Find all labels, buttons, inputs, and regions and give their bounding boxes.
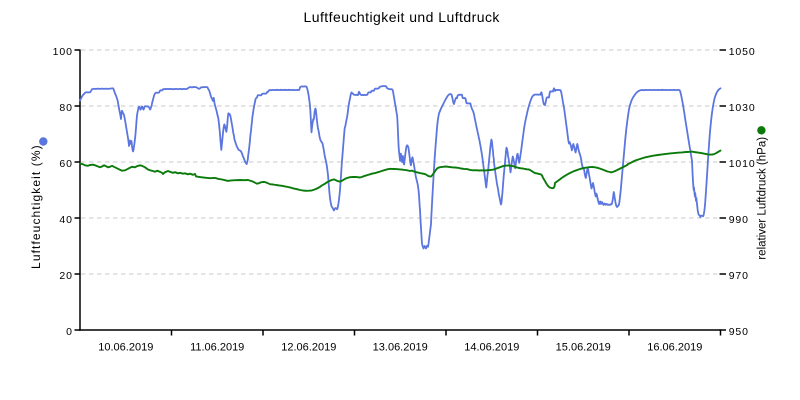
svg-text:40: 40 — [59, 214, 72, 226]
svg-text:Luftfeuchtigkeit und Luftdruck: Luftfeuchtigkeit und Luftdruck — [303, 9, 500, 25]
svg-text:60: 60 — [59, 158, 72, 170]
svg-text:100: 100 — [53, 46, 73, 58]
svg-text:1050: 1050 — [729, 46, 756, 58]
svg-text:10.06.2019: 10.06.2019 — [98, 342, 153, 354]
svg-text:16.06.2019: 16.06.2019 — [647, 342, 702, 354]
svg-text:990: 990 — [729, 214, 749, 226]
svg-text:1030: 1030 — [729, 102, 756, 114]
svg-text:14.06.2019: 14.06.2019 — [464, 342, 519, 354]
svg-text:0: 0 — [66, 326, 73, 338]
svg-text:11.06.2019: 11.06.2019 — [190, 342, 244, 354]
svg-text:80: 80 — [59, 102, 72, 114]
svg-text:1010: 1010 — [729, 158, 756, 170]
svg-text:13.06.2019: 13.06.2019 — [373, 342, 428, 354]
svg-text:12.06.2019: 12.06.2019 — [281, 342, 336, 354]
svg-text:970: 970 — [729, 270, 749, 282]
svg-text:15.06.2019: 15.06.2019 — [556, 342, 611, 354]
svg-text:20: 20 — [59, 270, 72, 282]
svg-text:950: 950 — [729, 326, 749, 338]
svg-text:Luftfeuchtigkeit (%): Luftfeuchtigkeit (%) — [29, 144, 43, 269]
svg-text:relativer Luftdruck (hPa): relativer Luftdruck (hPa) — [756, 137, 768, 260]
